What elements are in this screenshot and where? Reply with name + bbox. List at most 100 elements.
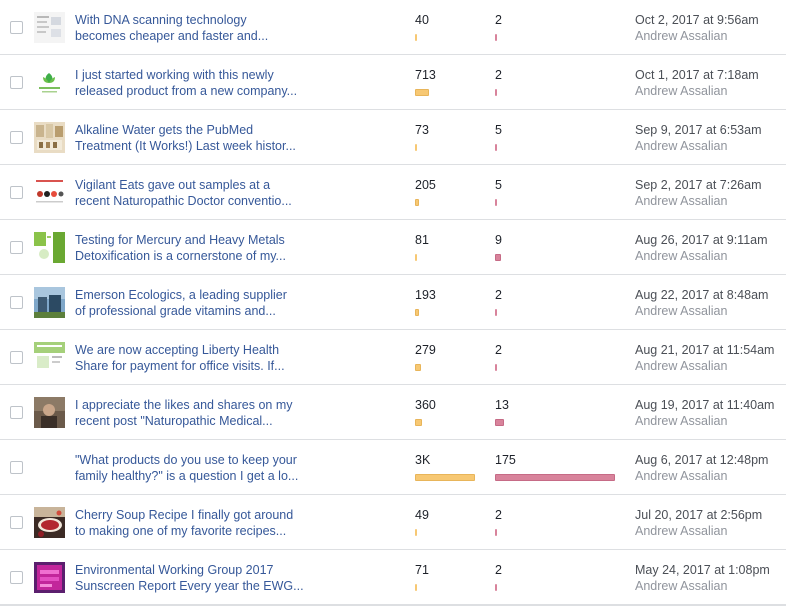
mercury-testing-icon [34,232,65,263]
engagement-bar [495,364,497,371]
row-checkbox[interactable] [10,131,23,144]
engagement-bar [495,584,497,591]
engagement-value: 2 [495,343,502,357]
post-author: Andrew Assalian [635,139,728,153]
table-row: Vigilant Eats gave out samples at a rece… [0,165,786,220]
post-text-line-2: to making one of my favorite recipes... [75,524,287,538]
engagement-value: 5 [495,178,502,192]
reach-value: 360 [415,398,436,412]
reach-bar [415,364,421,371]
post-link[interactable]: Alkaline Water gets the PubMed Treatment… [75,122,305,154]
row-checkbox[interactable] [10,296,23,309]
engagement-bar [495,474,615,481]
engagement-value: 2 [495,508,502,522]
published-date[interactable]: Aug 6, 2017 at 12:48pm [635,453,769,467]
row-checkbox[interactable] [10,241,23,254]
reach-bar [415,474,475,481]
reach-bar [415,89,429,96]
post-text-line-2: Share for payment for office visits. If.… [75,359,285,373]
table-row: Cherry Soup Recipe I finally got around … [0,495,786,550]
engagement-bar [495,419,504,426]
post-link[interactable]: Cherry Soup Recipe I finally got around … [75,507,305,539]
published-date[interactable]: Aug 26, 2017 at 9:11am [635,233,768,247]
published-date[interactable]: Sep 9, 2017 at 6:53am [635,123,762,137]
engagement-value: 13 [495,398,509,412]
published-date[interactable]: Aug 19, 2017 at 11:40am [635,398,775,412]
reach-value: 81 [415,233,429,247]
post-text-line-2: Treatment (It Works!) Last week histor..… [75,139,296,153]
post-text-line-2: recent Naturopathic Doctor conventio... [75,194,292,208]
post-link[interactable]: Testing for Mercury and Heavy Metals Det… [75,232,305,264]
post-author: Andrew Assalian [635,414,728,428]
row-checkbox[interactable] [10,516,23,529]
engagement-bar [495,34,497,41]
sunscreen-report-icon [34,562,65,593]
row-checkbox[interactable] [10,76,23,89]
post-thumbnail[interactable] [34,342,65,373]
reach-value: 3K [415,453,431,467]
reach-value: 279 [415,343,436,357]
post-link[interactable]: I just started working with this newly r… [75,67,305,99]
post-thumbnail[interactable] [34,232,65,263]
reach-bar [415,34,417,41]
post-link[interactable]: We are now accepting Liberty Health Shar… [75,342,305,374]
published-date[interactable]: Jul 20, 2017 at 2:56pm [635,508,763,522]
alkaline-water-icon [34,122,65,153]
post-author: Andrew Assalian [635,249,728,263]
post-thumbnail[interactable] [34,67,65,98]
row-checkbox[interactable] [10,461,23,474]
post-thumbnail[interactable] [34,12,65,43]
row-checkbox[interactable] [10,406,23,419]
published-date[interactable]: May 24, 2017 at 1:08pm [635,563,770,577]
engagement-value: 175 [495,453,516,467]
published-date[interactable]: Oct 1, 2017 at 7:18am [635,68,759,82]
post-link[interactable]: "What products do you use to keep your f… [75,452,305,484]
post-text-line-2: recent post "Naturopathic Medical... [75,414,273,428]
post-thumbnail[interactable] [34,507,65,538]
reach-bar [415,254,417,261]
post-text-line-1: Testing for Mercury and Heavy Metals [75,233,285,247]
dna-article-icon [34,12,65,43]
post-text-line-2: Detoxification is a cornerstone of my... [75,249,286,263]
reach-bar [415,419,422,426]
table-row: We are now accepting Liberty Health Shar… [0,330,786,385]
reach-value: 40 [415,13,429,27]
reach-value: 73 [415,123,429,137]
engagement-value: 5 [495,123,502,137]
engagement-bar [495,199,497,206]
engagement-bar [495,144,497,151]
row-checkbox[interactable] [10,186,23,199]
published-date[interactable]: Aug 22, 2017 at 8:48am [635,288,769,302]
table-row: Environmental Working Group 2017 Sunscre… [0,550,786,605]
post-thumbnail[interactable] [34,122,65,153]
photo-icon [34,397,65,428]
reach-bar [415,584,417,591]
published-date[interactable]: Sep 2, 2017 at 7:26am [635,178,762,192]
post-text-line-1: Emerson Ecologics, a leading supplier [75,288,287,302]
post-thumbnail[interactable] [34,177,65,208]
post-thumbnail[interactable] [34,397,65,428]
post-link[interactable]: Environmental Working Group 2017 Sunscre… [75,562,305,594]
post-link[interactable]: With DNA scanning technology becomes che… [75,12,305,44]
post-text-line-2: becomes cheaper and faster and... [75,29,269,43]
post-link[interactable]: Vigilant Eats gave out samples at a rece… [75,177,305,209]
reach-bar [415,309,419,316]
post-author: Andrew Assalian [635,579,728,593]
engagement-bar [495,254,501,261]
post-link[interactable]: I appreciate the likes and shares on my … [75,397,305,429]
row-checkbox[interactable] [10,21,23,34]
published-date[interactable]: Aug 21, 2017 at 11:54am [635,343,775,357]
post-text-line-1: I appreciate the likes and shares on my [75,398,293,412]
post-thumbnail[interactable] [34,287,65,318]
row-checkbox[interactable] [10,351,23,364]
published-date[interactable]: Oct 2, 2017 at 9:56am [635,13,759,27]
row-checkbox[interactable] [10,571,23,584]
post-author: Andrew Assalian [635,524,728,538]
post-thumbnail[interactable] [34,562,65,593]
cherry-soup-icon [34,507,65,538]
post-link[interactable]: Emerson Ecologics, a leading supplier of… [75,287,305,319]
reach-value: 193 [415,288,436,302]
post-author: Andrew Assalian [635,84,728,98]
post-text-line-1: Cherry Soup Recipe I finally got around [75,508,294,522]
